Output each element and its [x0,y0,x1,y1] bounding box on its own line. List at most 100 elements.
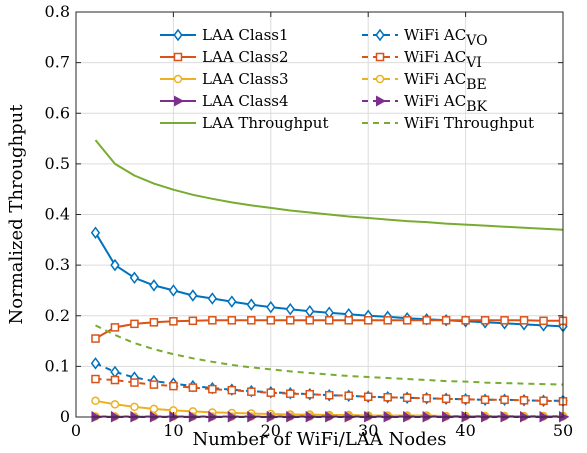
data-point [500,316,509,325]
legend-label-subscript: BK [466,99,487,115]
legend-label: LAA Class3 [202,70,289,88]
data-point [286,389,295,398]
legend-marker [375,52,385,62]
legend-label-main: WiFi AC [404,92,466,110]
legend-label-main: WiFi AC [404,26,466,44]
data-point [207,292,218,305]
series-line-4 [94,139,564,231]
x-tick-label: 0 [71,421,81,440]
legend-marker [173,28,183,42]
data-point [402,393,412,403]
data-point [110,323,120,332]
x-tick-label: 40 [455,421,475,440]
legend-marker [173,52,183,62]
data-point [169,317,178,326]
data-point [188,289,198,302]
data-point [247,387,256,396]
x-tick-label: 20 [261,421,281,440]
data-point [149,404,159,414]
data-point [149,380,159,389]
y-tick-label: 0 [60,407,70,426]
data-point [169,381,178,391]
legend-marker [174,95,185,107]
data-point [227,316,237,325]
data-point [110,375,120,385]
data-point [285,302,295,316]
data-point [110,258,120,272]
data-point [402,316,412,325]
series-line-9 [95,324,564,386]
data-point [266,300,276,314]
data-point [344,316,353,325]
data-point [110,400,120,409]
legend-label: WiFi ACVO [404,26,488,49]
data-point [286,316,295,325]
legend-label-subscript: VO [465,33,487,49]
data-point [539,396,548,406]
y-tick-label: 0.7 [45,53,70,72]
axis-ticks [75,11,564,418]
data-point [519,396,529,405]
data-point [363,392,373,401]
x-axis-label: Number of WiFi/LAA Nodes [192,429,446,450]
y-tick-label: 0.2 [45,306,70,325]
legend-marker [375,74,385,84]
data-point [422,316,431,325]
legend-label: WiFi ACBK [404,92,488,115]
data-point [130,378,139,387]
legend-marker [173,74,183,84]
legend-label: LAA Class1 [202,26,289,44]
data-point [305,316,315,325]
y-tick-label: 0.5 [45,154,70,173]
legend-label-subscript: VI [465,55,482,71]
legend-label-main: WiFi AC [404,70,466,88]
data-point [266,316,276,325]
data-point [130,319,139,329]
legend-label: LAA Class4 [202,92,289,110]
data-point [266,388,276,397]
data-point [344,391,353,400]
data-point [461,395,470,404]
legend-label: WiFi ACBE [404,70,487,93]
y-tick-labels: 0 0.1 0.2 0.3 0.4 0.5 0.6 0.7 0.8 [45,2,70,426]
legend: LAA Class1 LAA Class2 LAA Class3 LAA Class4… [160,26,534,132]
y-tick-label: 0.6 [45,103,70,122]
data-point [324,316,334,325]
data-point [188,316,198,326]
x-tick-label: 30 [358,421,378,440]
data-point [247,316,256,325]
data-point [305,389,315,399]
data-point [91,334,100,343]
data-point [324,390,334,400]
data-point [208,384,217,394]
x-tick-labels: 0 10 20 30 40 50 [71,421,573,440]
data-point [461,316,470,325]
data-point [129,271,140,285]
data-point [441,394,451,404]
legend-marker [375,28,385,42]
data-point [539,316,548,326]
y-tick-label: 0.1 [45,356,70,375]
data-point [130,402,139,412]
x-tick-label: 10 [163,421,183,440]
data-point [188,383,198,392]
y-tick-label: 0.4 [45,205,70,224]
data-point [422,394,431,403]
data-point [480,316,490,325]
legend-label: LAA Class2 [202,48,289,66]
legend-marker [376,95,387,107]
data-point [441,316,451,325]
legend-label: WiFi ACVI [404,48,482,71]
data-point [208,316,217,325]
data-point [90,357,101,370]
data-point [383,393,392,402]
y-tick-label: 0.3 [45,255,70,274]
data-point [227,295,237,308]
legend-label: LAA Throughput [202,114,328,132]
data-point [363,316,373,325]
data-point [90,226,101,239]
data-point [383,316,392,325]
legend-label-subscript: BE [466,77,487,93]
data-point [168,284,179,297]
